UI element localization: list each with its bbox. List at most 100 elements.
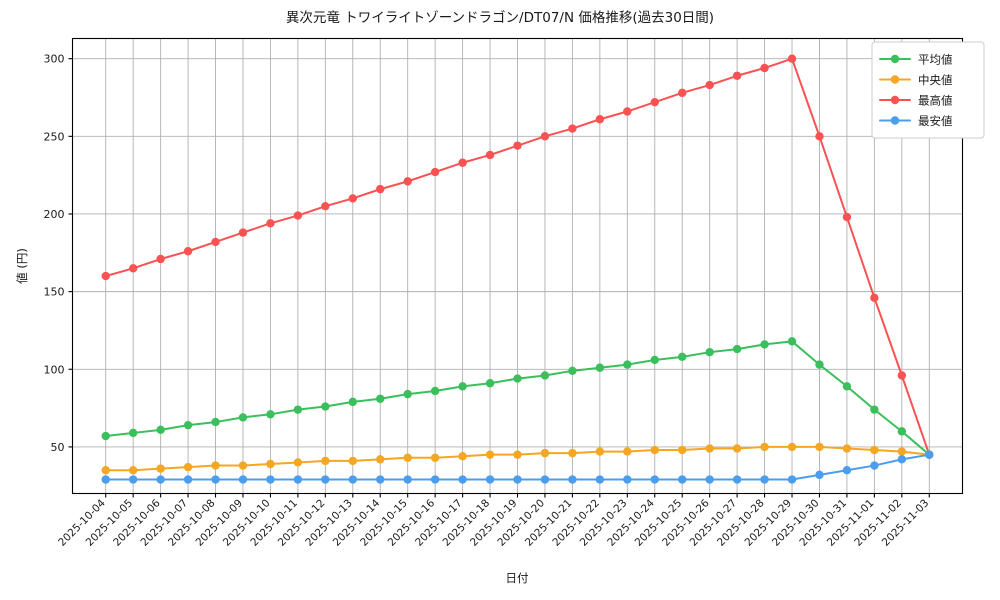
- data-point-marker: [238, 413, 248, 422]
- data-point-marker: [568, 448, 577, 458]
- data-point-marker: [623, 447, 632, 456]
- y-tick-label: 200: [44, 208, 65, 221]
- data-point-marker: [183, 462, 193, 472]
- data-point-marker: [897, 455, 907, 464]
- data-point-marker: [513, 475, 522, 484]
- data-point-marker: [678, 352, 687, 362]
- data-point-marker: [595, 447, 605, 456]
- data-point-marker: [348, 194, 357, 203]
- data-point-marker: [403, 177, 412, 186]
- data-point-marker: [293, 211, 303, 220]
- data-point-marker: [430, 167, 440, 177]
- y-tick-label: 250: [44, 130, 65, 143]
- data-point-marker: [101, 431, 110, 441]
- data-point-marker: [705, 80, 714, 90]
- data-point-marker: [430, 386, 440, 396]
- chart-title: 異次元竜 トワイライトゾーンドラゴン/DT07/N 価格推移(過去30日間): [286, 9, 714, 26]
- data-point-marker: [678, 445, 687, 455]
- data-point-marker: [650, 475, 659, 484]
- data-point-marker: [925, 450, 934, 459]
- data-point-marker: [815, 442, 824, 452]
- data-point-marker: [787, 442, 797, 452]
- data-point-marker: [485, 379, 495, 388]
- data-point-marker: [211, 417, 220, 427]
- data-point-marker: [897, 371, 907, 380]
- data-point-marker: [623, 475, 632, 484]
- data-point-marker: [815, 132, 824, 141]
- data-point-marker: [156, 464, 165, 473]
- data-point-marker: [842, 466, 852, 475]
- data-point-marker: [183, 247, 193, 256]
- data-point-marker: [211, 237, 220, 247]
- data-point-marker: [705, 347, 714, 357]
- data-point-marker: [678, 475, 687, 484]
- data-point-marker: [293, 475, 303, 484]
- legend-label-2[interactable]: 最高値: [918, 94, 953, 108]
- data-point-marker: [513, 374, 522, 383]
- data-point-marker: [760, 475, 769, 484]
- data-point-marker: [458, 475, 467, 484]
- data-point-marker: [101, 475, 110, 484]
- data-point-marker: [760, 340, 769, 349]
- legend-label-0[interactable]: 平均値: [918, 53, 953, 67]
- data-point-marker: [540, 475, 550, 484]
- legend-label-3[interactable]: 最安値: [918, 114, 953, 128]
- data-point-marker: [128, 475, 138, 484]
- data-point-marker: [513, 450, 522, 459]
- data-point-marker: [732, 475, 742, 484]
- data-point-marker: [787, 54, 797, 63]
- data-point-marker: [485, 150, 495, 160]
- data-point-marker: [870, 405, 879, 414]
- data-point-marker: [211, 475, 220, 484]
- y-tick-label: 100: [44, 363, 65, 376]
- data-point-marker: [293, 458, 303, 467]
- data-point-marker: [458, 452, 467, 461]
- data-point-marker: [568, 475, 577, 484]
- data-point-marker: [348, 456, 357, 466]
- data-point-marker: [183, 420, 193, 430]
- data-point-marker: [568, 124, 577, 133]
- data-point-marker: [815, 470, 824, 480]
- data-point-marker: [293, 405, 303, 414]
- data-point-marker: [485, 475, 495, 484]
- data-point-marker: [897, 427, 907, 436]
- data-point-marker: [266, 410, 275, 419]
- legend-box: [871, 41, 985, 139]
- data-point-marker: [376, 394, 385, 403]
- data-point-marker: [101, 466, 110, 475]
- data-point-marker: [540, 132, 550, 141]
- legend-label-1[interactable]: 中央値: [918, 73, 953, 87]
- data-point-marker: [870, 445, 879, 455]
- series-1: [101, 442, 934, 475]
- data-point-marker: [595, 115, 605, 124]
- data-point-marker: [732, 444, 742, 453]
- data-point-marker: [321, 475, 330, 484]
- data-point-marker: [348, 475, 357, 484]
- data-point-marker: [376, 475, 385, 484]
- data-point-marker: [650, 355, 659, 365]
- series-0: [101, 337, 934, 459]
- data-point-marker: [128, 264, 138, 273]
- data-point-marker: [238, 228, 248, 237]
- y-tick-label: 150: [44, 286, 65, 299]
- data-point-marker: [705, 444, 714, 453]
- x-axis-label: 日付: [506, 571, 529, 585]
- data-point-marker: [458, 382, 467, 391]
- data-point-marker: [321, 202, 330, 211]
- data-point-marker: [705, 475, 714, 484]
- data-point-marker: [623, 107, 632, 116]
- legend-marker-icon: [890, 54, 900, 64]
- data-point-marker: [568, 366, 577, 376]
- data-point-marker: [211, 461, 220, 470]
- data-point-marker: [815, 360, 824, 369]
- data-point-marker: [156, 425, 165, 435]
- data-point-marker: [128, 428, 138, 438]
- data-point-marker: [376, 455, 385, 464]
- data-point-marker: [128, 466, 138, 475]
- data-point-marker: [403, 389, 412, 399]
- legend-marker-icon: [890, 75, 900, 84]
- data-point-marker: [540, 448, 550, 458]
- data-point-marker: [540, 371, 550, 380]
- data-point-marker: [732, 344, 742, 354]
